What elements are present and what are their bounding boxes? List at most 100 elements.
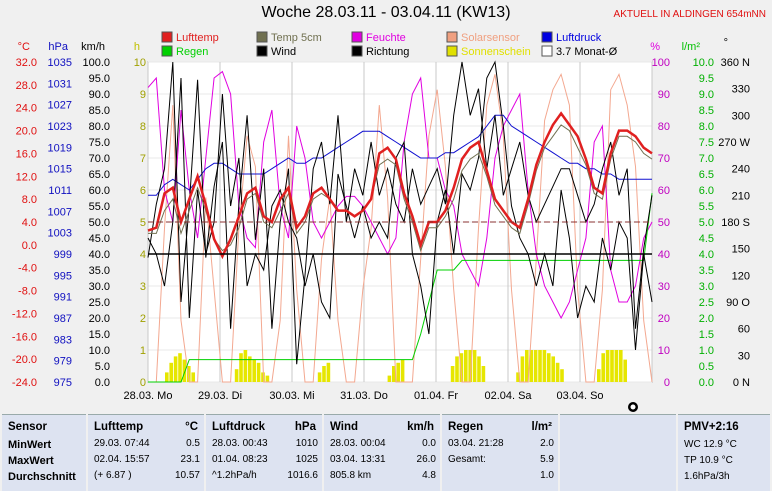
legend-label-9: 3.7 Monat-Ø [556, 46, 618, 58]
kmh-axis-tick-20: 0.0 [95, 377, 110, 389]
pct-axis-tick-0: 100 [652, 57, 670, 69]
lm2-axis-tick-7: 6.5 [699, 169, 714, 181]
sun-bar-6-3 [610, 350, 614, 382]
legend-label-6: Wind [271, 46, 296, 58]
sun-bar-1-1 [239, 353, 243, 382]
hpa-axis-tick-8: 1003 [48, 228, 72, 240]
dir-axis-tick-5: 210 [732, 190, 750, 202]
legend-label-4: Luftdruck [556, 32, 602, 44]
sun-bar-5-0 [516, 372, 520, 382]
dir-axis-tick-2: 300 [732, 110, 750, 122]
h-axis-tick-2: 8 [140, 121, 146, 133]
sun-bar-4-4 [468, 350, 472, 382]
sun-bar-6-5 [619, 350, 623, 382]
hpa-axis-tick-0: 1035 [48, 57, 72, 69]
panel-luftdruck: Luftdruck hPa [206, 414, 322, 491]
legend-swatch-9 [541, 45, 553, 57]
series-richtung [147, 61, 653, 365]
kmh-axis-tick-17: 15.0 [89, 329, 110, 341]
panel-lufttemp: Lufttemp °C [88, 414, 204, 491]
legend-swatch-6 [256, 45, 268, 57]
hpa-axis-tick-6: 1011 [48, 185, 72, 197]
panel-wind-header: Wind [330, 421, 358, 433]
hpa-axis-tick-13: 983 [54, 334, 72, 346]
x-tick-4: 01.04. Fr [414, 390, 458, 402]
temp-axis-tick-14: -24.0 [12, 377, 37, 389]
druck-row-1-value: 1025 [295, 454, 318, 465]
hpa-axis-tick-9: 999 [54, 249, 72, 261]
hpa-axis-tick-2: 1027 [48, 100, 72, 112]
druck-row-0-value: 1010 [295, 438, 318, 449]
sun-bar-5-6 [542, 350, 547, 382]
pct-axis-tick-6: 40 [658, 249, 670, 261]
hpa-axis-tick-4: 1019 [48, 142, 72, 154]
row-minwert: MinWert [8, 439, 52, 451]
sun-bar-5-8 [551, 356, 555, 382]
dir-axis-tick-4: 240 [732, 164, 750, 176]
temp-axis-tick-2: 24.0 [16, 103, 37, 115]
sun-bar-1-0 [234, 369, 239, 382]
kmh-axis-tick-0: 100.0 [82, 57, 110, 69]
pmv-wc: WC 12.9 °C [684, 439, 737, 450]
lm2-axis-tick-14: 3.0 [699, 281, 714, 293]
dir-axis-tick-12: 0 N [733, 377, 750, 389]
hpa-axis-tick-7: 1007 [48, 206, 72, 218]
wind-row-0-label: 28.03. 00:04 [330, 438, 386, 449]
h-axis-tick-5: 5 [140, 217, 146, 229]
lm2-axis-tick-20: 0.0 [699, 377, 714, 389]
wind-row-1-label: 03.04. 13:31 [330, 454, 386, 465]
kmh-axis-tick-18: 10.0 [89, 345, 110, 357]
sun-bar-0-6 [191, 372, 195, 382]
kmh-axis-tick-14: 30.0 [89, 281, 110, 293]
sun-bar-6-4 [614, 350, 619, 382]
hpa-axis-tick-12: 987 [54, 313, 72, 325]
series-lufttemp [147, 111, 653, 260]
sun-bar-1-7 [265, 375, 270, 382]
panel-regen: Regen l/m² [442, 414, 558, 491]
lm2-axis-tick-0: 10.0 [693, 57, 714, 69]
luft-row-2-value: 10.57 [174, 470, 200, 481]
lm2-axis-tick-4: 8.0 [699, 121, 714, 133]
temp-axis-tick-0: 32.0 [16, 57, 37, 69]
axis-header-pct: % [650, 41, 660, 53]
sun-bar-5-9 [555, 362, 560, 382]
sun-bar-4-1 [455, 356, 459, 382]
temp-axis-tick-7: 4.0 [22, 217, 37, 229]
row-maxwert: MaxWert [8, 455, 54, 467]
lm2-axis-tick-6: 7.0 [699, 153, 714, 165]
legend-swatch-5 [161, 45, 173, 57]
x-tick-1: 29.03. Di [198, 390, 242, 402]
wind-row-1-value: 26.0 [416, 454, 436, 465]
panel-sensor: Sensor MinWert MaxWert Durchschnitt [2, 414, 86, 491]
pct-axis-tick-9: 10 [658, 345, 670, 357]
panel-lufttemp-unit: °C [185, 421, 198, 433]
sun-bar-5-1 [520, 356, 525, 382]
h-axis-tick-9: 1 [140, 345, 146, 357]
kmh-axis-tick-16: 20.0 [89, 313, 110, 325]
pct-axis-tick-5: 50 [658, 217, 670, 229]
axis-header-lm2: l/m² [682, 41, 701, 53]
lm2-axis-tick-10: 5.0 [699, 217, 714, 229]
regen-row-0-label: 03.04. 21:28 [448, 438, 504, 449]
regen-row-1-label: Gesamt: [448, 454, 486, 465]
h-axis-tick-3: 7 [140, 153, 146, 165]
sun-bar-3-2 [396, 362, 400, 382]
h-axis-tick-7: 3 [140, 281, 146, 293]
legend-label-3: Solarsensor [461, 32, 520, 44]
sun-bar-4-5 [472, 350, 477, 382]
luft-row-1-value: 23.1 [180, 454, 200, 465]
sun-bar-6-1 [601, 353, 605, 382]
pct-axis-tick-3: 70 [658, 153, 670, 165]
h-axis-tick-0: 10 [134, 57, 146, 69]
temp-axis-tick-1: 28.0 [16, 80, 37, 92]
panel-luftdruck-unit: hPa [294, 421, 316, 433]
axis-header-deg: ° [724, 37, 728, 49]
panel-wind-unit: km/h [407, 421, 434, 433]
h-axis-tick-8: 2 [140, 313, 146, 325]
kmh-axis-tick-8: 60.0 [89, 185, 110, 197]
sun-bar-5-10 [560, 369, 564, 382]
hpa-axis-tick-15: 975 [54, 377, 72, 389]
sun-bar-4-6 [477, 356, 481, 382]
axis-header-h: h [134, 41, 140, 53]
sun-bar-6-0 [597, 369, 601, 382]
